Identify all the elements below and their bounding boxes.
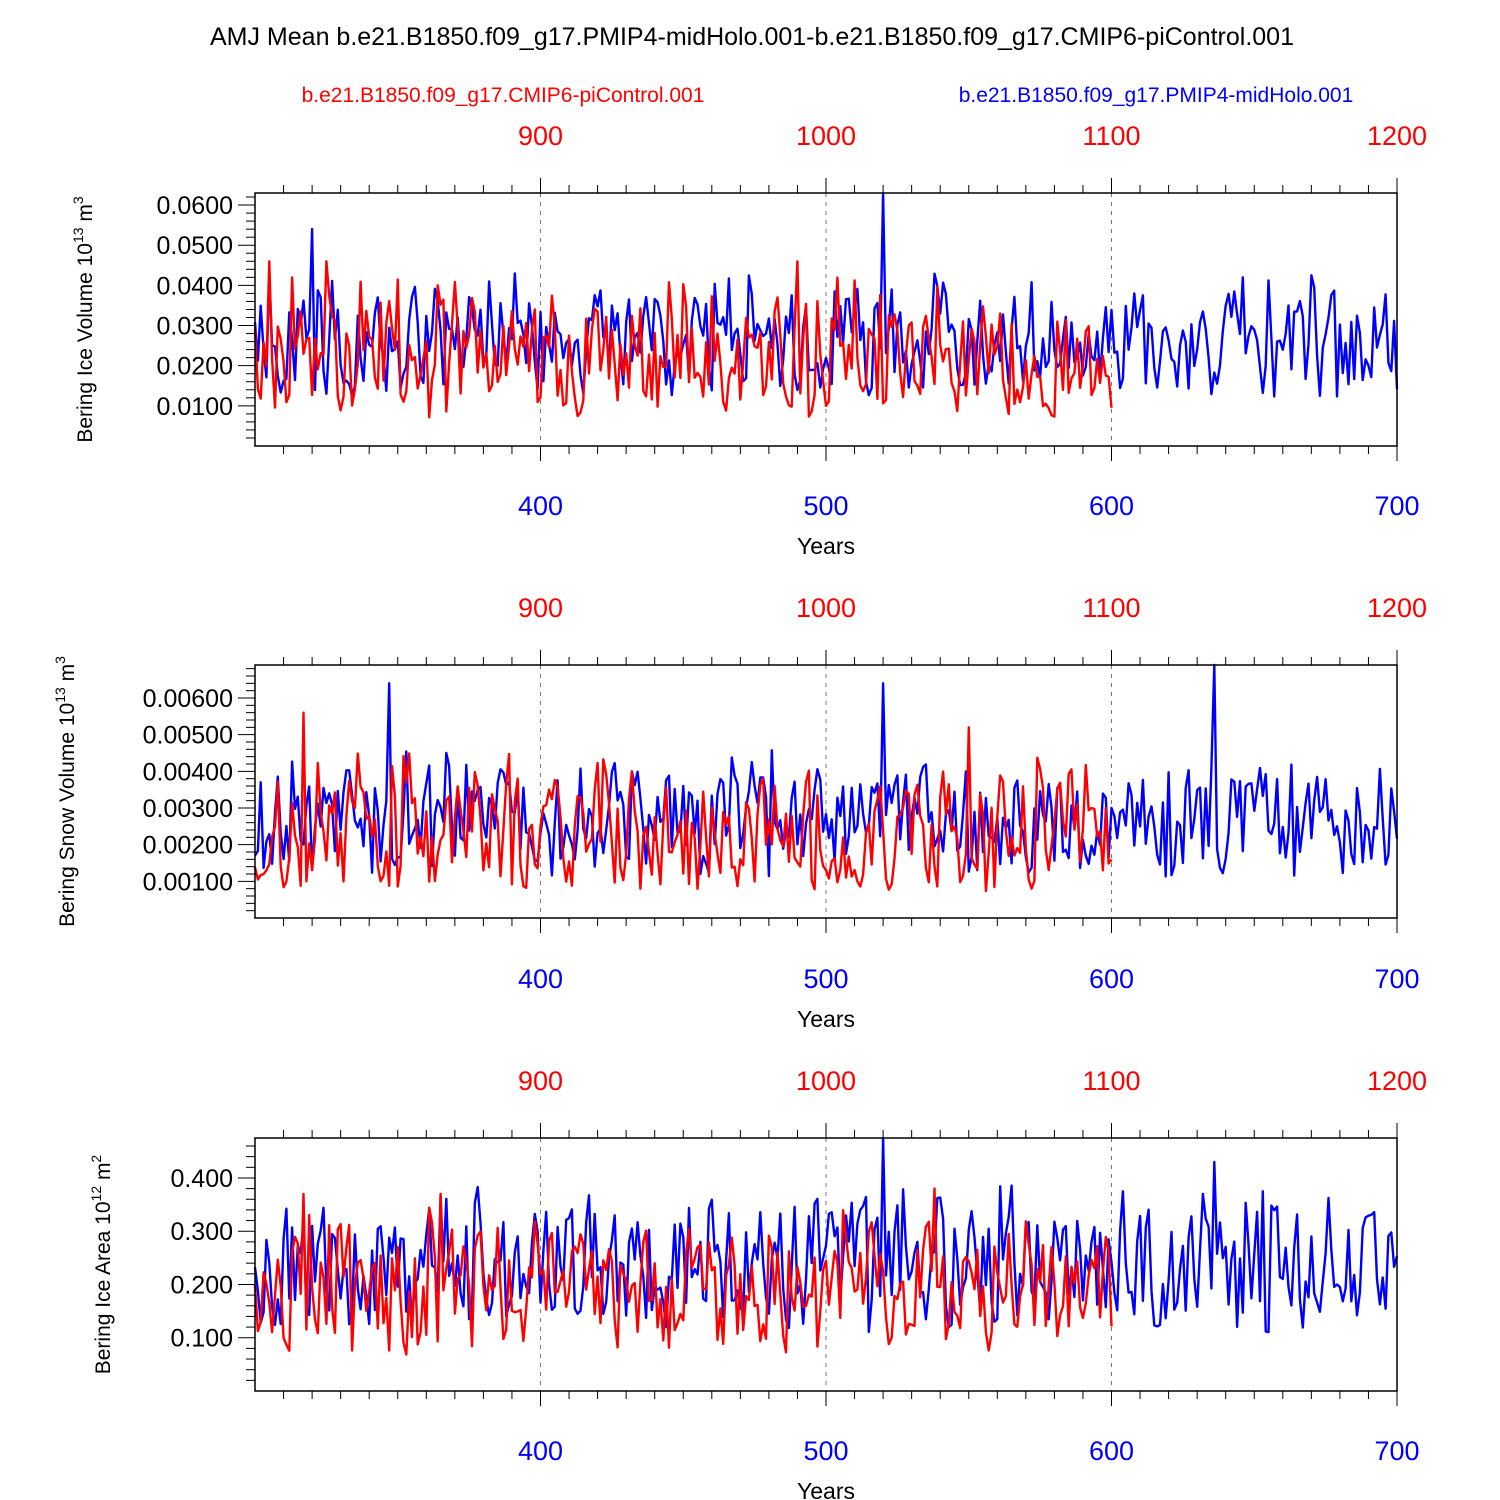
chart-panels: 400 500 600 700 900 1000 1100 1200 0.0100 0.0200 0…: [52, 121, 1427, 1500]
y-axis-label-unit-exp: 2: [88, 1155, 104, 1163]
y-tick-label: 0.0300: [157, 313, 233, 341]
x-tick-label-top: 1000: [796, 593, 856, 623]
panel-1: 400 500 600 700 900 1000 1100 1200 0.0100 0.0200 0…: [70, 121, 1427, 559]
legend-entry-midholo: b.e21.B1850.f09_g17.PMIP4-midHolo.001: [959, 84, 1354, 107]
y-axis-label-unit: m: [74, 204, 97, 227]
y-tick-label: 0.00500: [143, 722, 233, 750]
y-tick-label: 0.0400: [157, 272, 233, 300]
y-tick-label: 0.0600: [157, 192, 233, 220]
y-axis-label-unit: m: [56, 664, 79, 687]
y-tick-label: 0.00400: [143, 758, 233, 786]
series-line-midholo: [253, 1136, 1399, 1334]
y-axis-label-exp: 13: [70, 227, 86, 243]
x-tick-label-top: 900: [518, 1066, 563, 1096]
chart-title: AMJ Mean b.e21.B1850.f09_g17.PMIP4-midHo…: [210, 23, 1294, 51]
x-tick-label-top: 900: [518, 121, 563, 151]
y-axis-label-main: Bering Ice Volume 10: [74, 243, 97, 443]
y-tick-label: 0.0100: [157, 393, 233, 421]
legend-entry-picontrol: b.e21.B1850.f09_g17.CMIP6-piControl.001: [302, 84, 705, 107]
x-tick-label-bottom: 500: [803, 491, 848, 521]
x-tick-label-top: 1200: [1367, 1066, 1427, 1096]
x-axis-label: Years: [797, 1478, 855, 1500]
y-tick-label: 0.0200: [157, 353, 233, 381]
x-tick-label-top: 1100: [1082, 121, 1140, 151]
series-line-picontrol: [253, 1187, 1113, 1356]
x-tick-label-bottom: 600: [1089, 491, 1134, 521]
y-tick-label: 0.200: [170, 1271, 233, 1299]
y-tick-label: 0.300: [170, 1218, 233, 1246]
y-axis-label-exp: 12: [88, 1186, 104, 1202]
x-tick-label-top: 1100: [1082, 1066, 1140, 1096]
y-axis-label: Bering Ice Volume 1013 m3: [70, 196, 97, 443]
y-tick-label: 0.00100: [143, 868, 233, 896]
x-tick-label-top: 1200: [1367, 121, 1427, 151]
x-tick-label-bottom: 500: [803, 1436, 848, 1466]
x-tick-label-bottom: 600: [1089, 1436, 1134, 1466]
x-tick-label-top: 900: [518, 593, 563, 623]
y-axis-label: Bering Ice Area 1012 m2: [88, 1155, 115, 1375]
x-tick-label-bottom: 400: [518, 1436, 563, 1466]
y-axis-label: Bering Snow Volume 1013 m3: [52, 656, 79, 927]
x-axis-label: Years: [797, 533, 855, 559]
x-tick-label-top: 1000: [796, 1066, 856, 1096]
x-tick-label-bottom: 700: [1374, 1436, 1419, 1466]
y-axis-label-unit: m: [92, 1163, 115, 1186]
y-axis-label-unit-exp: 3: [52, 656, 68, 664]
y-tick-label: 0.00200: [143, 832, 233, 860]
x-tick-label-bottom: 600: [1089, 964, 1134, 994]
y-axis-label-unit-exp: 3: [70, 196, 86, 204]
x-tick-label-bottom: 700: [1374, 964, 1419, 994]
y-tick-label: 0.0500: [157, 232, 233, 260]
panel-2: 400 500 600 700 900 1000 1100 1200 0.00100 0.0020…: [52, 593, 1427, 1032]
panel-3: 400 500 600 700 900 1000 1100 1200 0.100 0.200 0.3…: [88, 1066, 1427, 1500]
x-tick-label-bottom: 400: [518, 491, 563, 521]
y-tick-label: 0.00300: [143, 795, 233, 823]
y-axis-label-exp: 13: [52, 687, 68, 703]
x-axis-label: Years: [797, 1006, 855, 1032]
y-tick-label: 0.00600: [143, 685, 233, 713]
y-axis-label-main: Bering Ice Area 10: [92, 1201, 115, 1374]
y-tick-label: 0.400: [170, 1165, 233, 1193]
series-line-picontrol: [253, 260, 1113, 419]
x-tick-label-bottom: 500: [803, 964, 848, 994]
series-line-picontrol: [253, 711, 1113, 893]
x-tick-label-bottom: 700: [1374, 491, 1419, 521]
y-tick-label: 0.100: [170, 1325, 233, 1353]
series-line-midholo: [253, 663, 1399, 878]
x-tick-label-top: 1200: [1367, 593, 1427, 623]
y-axis-label-main: Bering Snow Volume 10: [56, 703, 79, 927]
x-tick-label-bottom: 400: [518, 964, 563, 994]
x-tick-label-top: 1100: [1082, 593, 1140, 623]
x-tick-label-top: 1000: [796, 121, 856, 151]
